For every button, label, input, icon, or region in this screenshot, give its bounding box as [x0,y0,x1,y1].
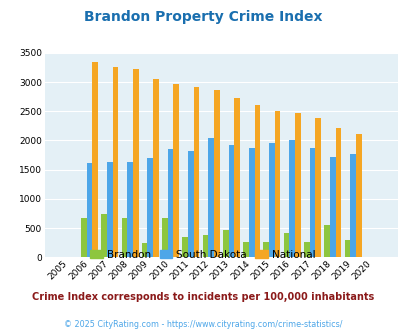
Bar [81,218,86,257]
Bar [127,161,132,257]
Bar [141,243,147,257]
Text: Brandon Property Crime Index: Brandon Property Crime Index [83,10,322,24]
Bar [254,105,260,257]
Bar [269,144,274,257]
Bar [228,145,234,257]
Legend: Brandon, South Dakota, National: Brandon, South Dakota, National [86,246,319,264]
Bar [208,138,213,257]
Bar [193,87,199,257]
Bar [162,218,167,257]
Bar [324,225,329,257]
Bar [121,218,127,257]
Bar [315,118,320,257]
Bar [243,242,248,257]
Bar [303,242,309,257]
Bar [309,148,315,257]
Text: Crime Index corresponds to incidents per 100,000 inhabitants: Crime Index corresponds to incidents per… [32,292,373,302]
Bar [329,157,335,257]
Bar [283,233,289,257]
Bar [344,241,350,257]
Bar [173,84,179,257]
Bar [132,69,138,257]
Bar [188,151,193,257]
Bar [248,148,254,257]
Bar [274,111,280,257]
Bar [92,62,98,257]
Bar [101,214,107,257]
Bar [289,141,294,257]
Bar [355,134,361,257]
Bar [167,149,173,257]
Bar [294,113,300,257]
Bar [153,79,158,257]
Bar [147,158,153,257]
Bar [202,235,208,257]
Bar [263,242,269,257]
Bar [350,154,355,257]
Bar [107,161,112,257]
Bar [86,163,92,257]
Bar [222,230,228,257]
Bar [335,128,341,257]
Bar [112,67,118,257]
Text: © 2025 CityRating.com - https://www.cityrating.com/crime-statistics/: © 2025 CityRating.com - https://www.city… [64,320,341,329]
Bar [213,90,219,257]
Bar [182,237,188,257]
Bar [234,98,239,257]
